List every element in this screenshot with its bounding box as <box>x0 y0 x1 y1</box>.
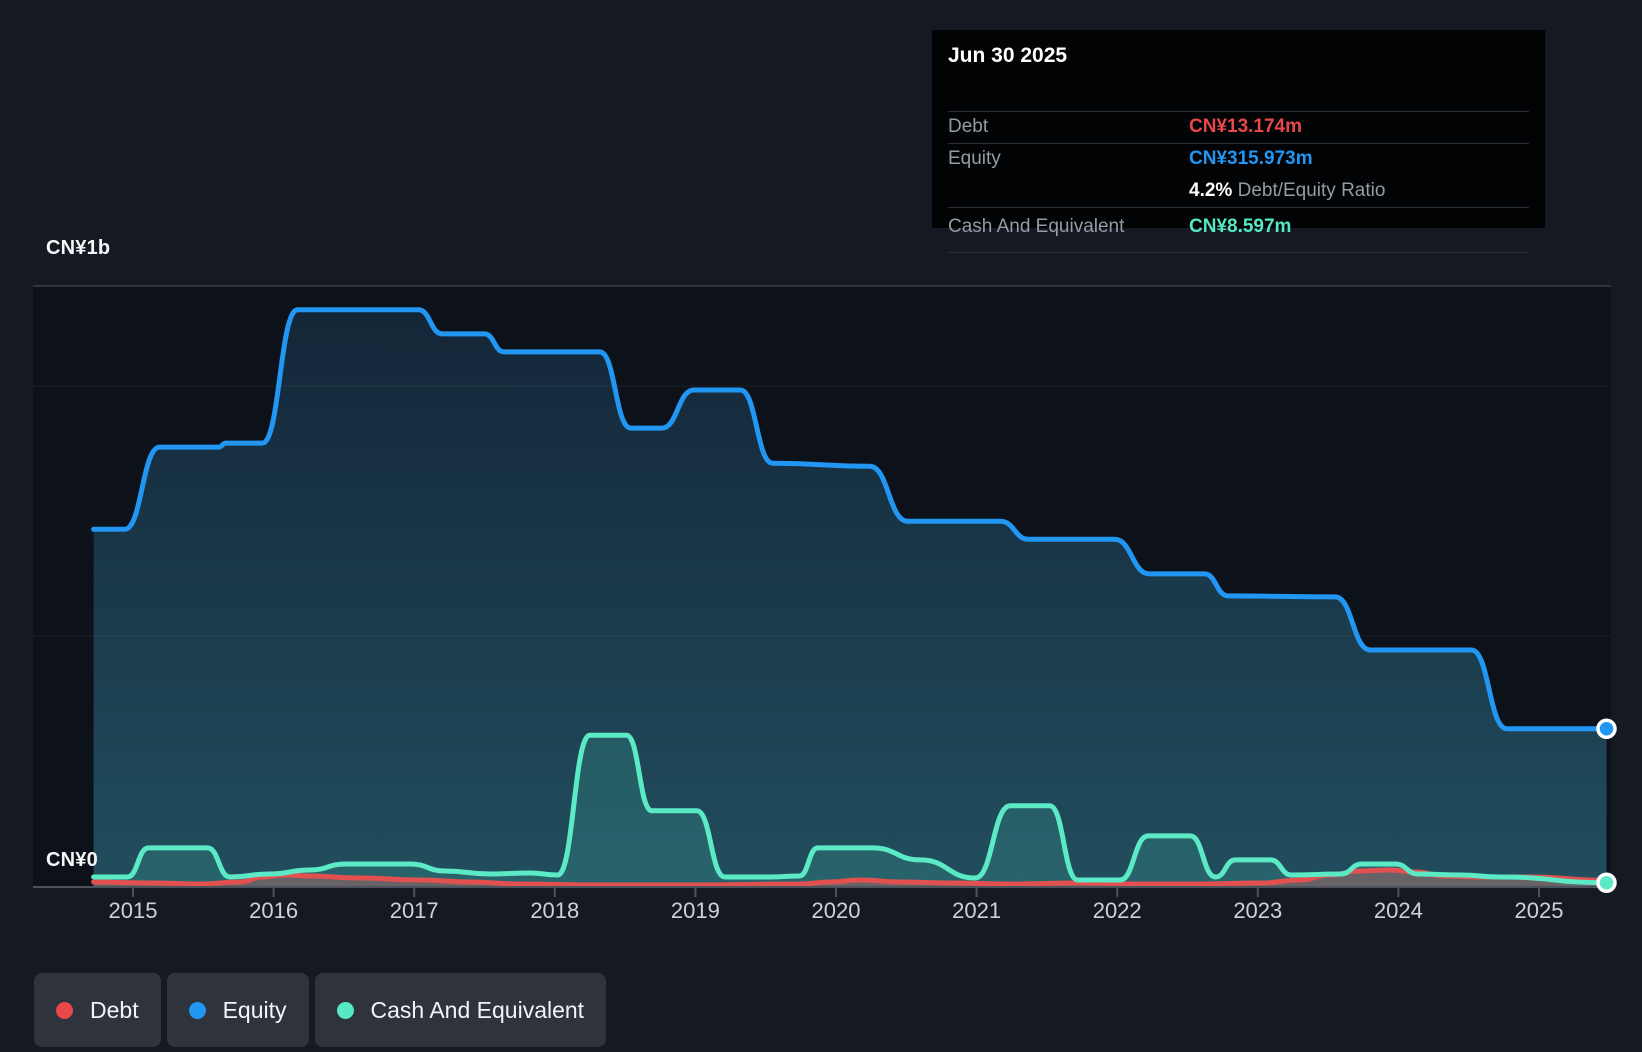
x-axis-label-2016: 2016 <box>249 898 299 923</box>
x-axis-label-2020: 2020 <box>811 898 861 923</box>
x-axis-label-2015: 2015 <box>108 898 158 923</box>
tooltip-equity-label: Equity <box>948 148 1001 169</box>
tooltip-equity-value: CN¥315.973m <box>1189 148 1313 169</box>
tooltip-ratio-suffix: Debt/Equity Ratio <box>1232 180 1386 201</box>
tooltip-cash-value: CN¥8.597m <box>1189 216 1292 237</box>
tooltip-ratio: 4.2% Debt/Equity Ratio <box>1189 180 1385 202</box>
x-axis-label-2017: 2017 <box>389 898 439 923</box>
tooltip-divider <box>948 252 1529 253</box>
x-axis-label-2025: 2025 <box>1514 898 1564 923</box>
tooltip-divider <box>948 143 1529 144</box>
cash-line <box>91 732 1609 886</box>
debt-series-dot-icon <box>56 1001 73 1019</box>
chart-tooltip: Jun 30 2025 Debt CN¥13.174m Equity CN¥31… <box>932 30 1545 253</box>
legend-item-cash[interactable]: Cash And Equivalent <box>314 973 607 1047</box>
tooltip-debt-label: Debt <box>948 116 989 137</box>
x-axis-label-2022: 2022 <box>1092 898 1142 923</box>
cash-series-dot-icon <box>336 1001 354 1019</box>
cash-end-marker-icon[interactable] <box>1596 872 1617 893</box>
legend-item-equity[interactable]: Equity <box>166 973 309 1047</box>
x-axis-label-2018: 2018 <box>530 898 580 923</box>
x-axis-label-2021: 2021 <box>952 898 1002 923</box>
y-axis-max-label: CN¥1b <box>46 237 111 259</box>
x-axis-label-2024: 2024 <box>1373 898 1423 923</box>
tooltip-cash-label: Cash And Equivalent <box>948 216 1125 237</box>
tooltip-ratio-value: 4.2% <box>1189 180 1233 201</box>
legend-label: Equity <box>222 996 287 1023</box>
legend-item-debt[interactable]: Debt <box>34 973 161 1047</box>
cash-area-fill <box>93 735 1607 887</box>
tooltip-divider <box>948 111 1529 112</box>
tooltip-date: Jun 30 2025 <box>948 44 1068 67</box>
legend-label: Cash And Equivalent <box>370 996 585 1023</box>
x-axis-label-2019: 2019 <box>670 898 720 923</box>
equity-end-marker-icon[interactable] <box>1596 718 1617 739</box>
tooltip-divider <box>948 207 1529 208</box>
chart-legend: Debt Equity Cash And Equivalent <box>34 973 607 1047</box>
legend-label: Debt <box>90 996 139 1023</box>
equity-line <box>91 307 1609 732</box>
y-axis-zero-label: CN¥0 <box>46 849 98 871</box>
equity-series-dot-icon <box>188 1001 206 1019</box>
tooltip-debt-value: CN¥13.174m <box>1189 116 1303 137</box>
equity-area-fill <box>93 309 1607 887</box>
x-axis-label-2023: 2023 <box>1233 898 1283 923</box>
